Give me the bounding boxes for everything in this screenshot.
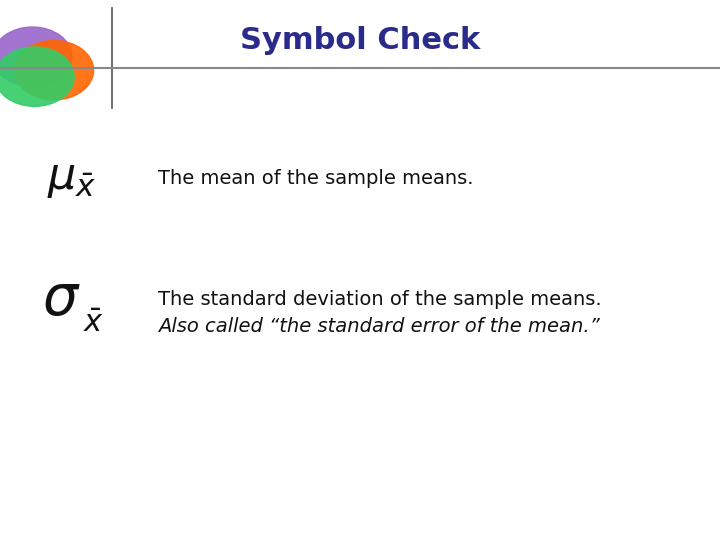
Text: The mean of the sample means.: The mean of the sample means. [158, 168, 474, 188]
Text: $\sigma$: $\sigma$ [42, 273, 81, 327]
Circle shape [0, 27, 72, 86]
Circle shape [0, 47, 74, 106]
Circle shape [14, 40, 94, 100]
Text: $\mu_{\bar{x}}$: $\mu_{\bar{x}}$ [48, 157, 96, 200]
Text: $\bar{x}$: $\bar{x}$ [83, 309, 104, 339]
Text: Symbol Check: Symbol Check [240, 26, 480, 55]
Text: Also called “the standard error of the mean.”: Also called “the standard error of the m… [158, 317, 600, 336]
Text: The standard deviation of the sample means.: The standard deviation of the sample mea… [158, 290, 602, 309]
